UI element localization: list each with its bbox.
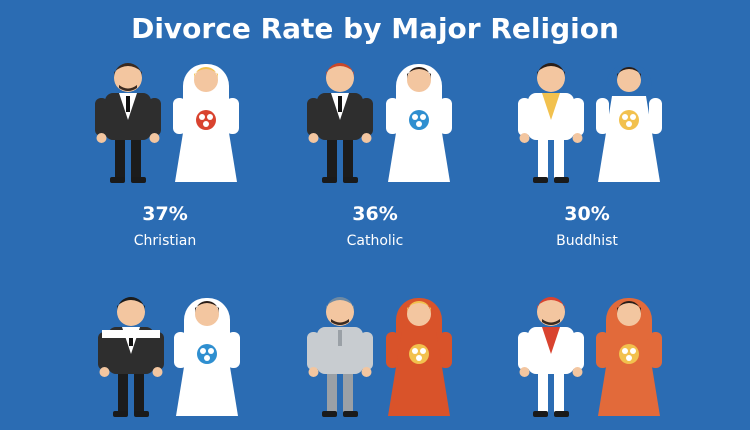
rate: 36%	[352, 203, 397, 225]
groom-figure	[307, 63, 373, 183]
groom-figure	[518, 63, 584, 183]
groom-figure	[95, 63, 161, 183]
rate: 37%	[142, 203, 187, 225]
bride-figure	[173, 64, 239, 182]
rate: 30%	[564, 203, 609, 225]
groom-figure	[98, 297, 164, 417]
bride-figure	[386, 64, 452, 182]
groom-figure	[307, 297, 373, 417]
bride-figure	[174, 298, 240, 416]
religion: Catholic	[347, 233, 404, 249]
tallit	[102, 330, 160, 338]
groom-figure	[518, 297, 584, 417]
religion: Buddhist	[556, 233, 618, 249]
title: Divorce Rate by Major Religion	[131, 12, 619, 45]
religion: Christian	[134, 233, 196, 249]
bride-figure	[596, 298, 662, 416]
bride-figure	[596, 64, 662, 182]
bride-figure	[386, 298, 452, 416]
